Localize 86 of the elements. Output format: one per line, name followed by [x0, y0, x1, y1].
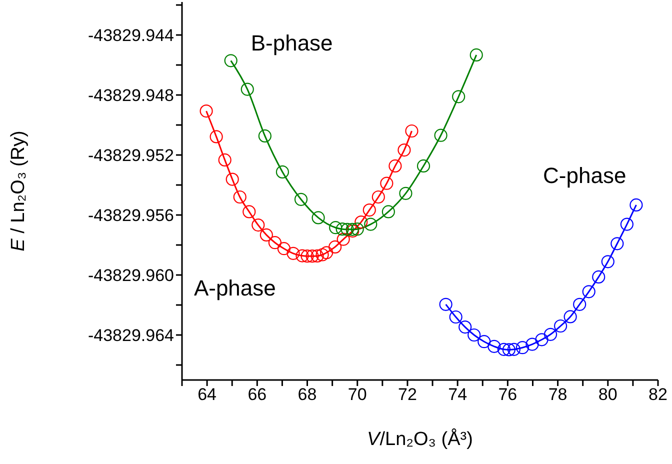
point	[210, 130, 223, 144]
point	[224, 54, 238, 68]
point	[277, 242, 291, 256]
point	[620, 218, 634, 231]
point	[336, 222, 349, 236]
y-tick-label: -43829.960	[88, 266, 174, 286]
point	[449, 310, 462, 324]
point	[372, 190, 385, 204]
point	[329, 221, 342, 234]
point	[350, 222, 364, 236]
point	[200, 104, 213, 118]
point	[502, 343, 516, 356]
y-tick-label: -43829.964	[88, 326, 174, 346]
x-tick-label: 76	[498, 385, 518, 404]
point	[405, 124, 418, 138]
x-tick-label: 66	[248, 385, 267, 404]
point	[434, 128, 448, 142]
point	[630, 198, 643, 212]
point	[320, 246, 334, 260]
point	[592, 270, 606, 284]
point	[439, 298, 452, 311]
y-tick-label: -43829.948	[88, 86, 174, 106]
x-tick-label: 72	[398, 385, 417, 404]
point	[268, 236, 282, 250]
point	[258, 129, 272, 142]
point	[233, 190, 246, 204]
point	[242, 205, 256, 218]
point	[300, 250, 314, 263]
x-tick-label: 82	[648, 385, 668, 404]
point	[507, 342, 520, 356]
point	[294, 192, 308, 206]
point	[362, 204, 376, 217]
point	[488, 340, 501, 353]
point	[364, 218, 378, 231]
point	[276, 165, 290, 178]
point	[252, 218, 265, 232]
point	[380, 176, 394, 190]
point	[388, 159, 402, 172]
point	[516, 341, 530, 354]
point	[458, 320, 472, 334]
point	[582, 285, 596, 298]
point	[240, 82, 254, 96]
point	[316, 248, 329, 262]
point	[310, 249, 324, 262]
series-label: B-phase	[250, 30, 333, 56]
x-tick-label: 78	[548, 385, 568, 404]
x-tick-label: 74	[448, 385, 468, 404]
y-tick-label: -43829.956	[88, 206, 174, 226]
point	[260, 228, 273, 242]
y-tick-label: -43829.944	[88, 26, 174, 46]
point	[526, 338, 539, 351]
point	[564, 310, 577, 324]
x-axis-title: V/Ln₂O₃ (Å³)	[367, 428, 473, 450]
point	[468, 328, 481, 342]
y-axis-title: E / Ln₂O₃ (Ry)	[8, 130, 29, 252]
point	[336, 232, 350, 246]
point	[544, 328, 558, 341]
point	[610, 237, 624, 250]
point	[328, 240, 342, 254]
point	[340, 222, 354, 236]
point	[398, 144, 411, 157]
x-tick-label: 70	[348, 385, 367, 404]
point	[470, 48, 483, 62]
x-tick-label: 68	[298, 385, 317, 404]
series-label: C-phase	[543, 162, 626, 188]
point	[382, 205, 395, 218]
point	[478, 335, 491, 348]
point	[296, 249, 309, 262]
y-tick-label: -43829.952	[88, 146, 174, 166]
point	[554, 319, 568, 333]
point	[535, 333, 548, 346]
series-label: A-phase	[194, 276, 276, 301]
point	[497, 342, 510, 356]
point	[312, 211, 325, 224]
point	[354, 216, 368, 229]
x-tick-label: 80	[598, 385, 618, 404]
point	[452, 90, 466, 104]
point	[573, 298, 586, 311]
point	[286, 246, 300, 260]
x-tick-label: 64	[198, 385, 217, 404]
point	[601, 255, 614, 268]
point	[226, 172, 239, 186]
point	[218, 153, 232, 166]
point	[416, 159, 430, 172]
point	[399, 186, 412, 200]
point	[306, 250, 319, 263]
